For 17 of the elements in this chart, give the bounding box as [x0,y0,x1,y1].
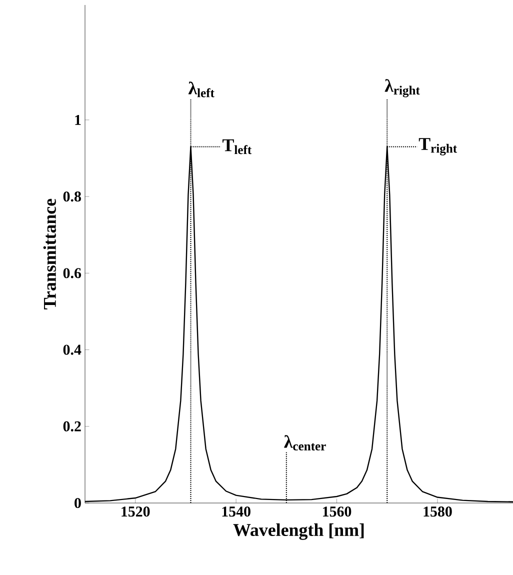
y-tick-label: 0.2 [63,421,81,432]
x-tick-label: 1560 [323,506,352,517]
y-tick-label: 0.6 [63,268,82,278]
y-tick-label: 1 [75,114,81,125]
x-tick-label: 1540 [222,506,250,517]
y-axis-title: Transmittance [43,198,56,310]
x-axis-title: Wavelength [nm] [233,523,364,540]
ref-line-label: λ$_{right}$ [384,79,420,98]
y-tick-label: 0 [74,498,81,508]
ref-line-label: λ$_{left}$ [188,82,214,98]
x-tick-label: 1520 [122,506,150,517]
y-tick-label: 0.4 [63,344,82,355]
ref-line-label: λ$_{center}$ [284,435,326,450]
annotation: T$_{right}$ [418,138,458,156]
x-tick-label: 1580 [424,506,452,517]
y-tick-label: 0.8 [63,191,81,202]
annotation: T$_{left}$ [222,139,252,154]
